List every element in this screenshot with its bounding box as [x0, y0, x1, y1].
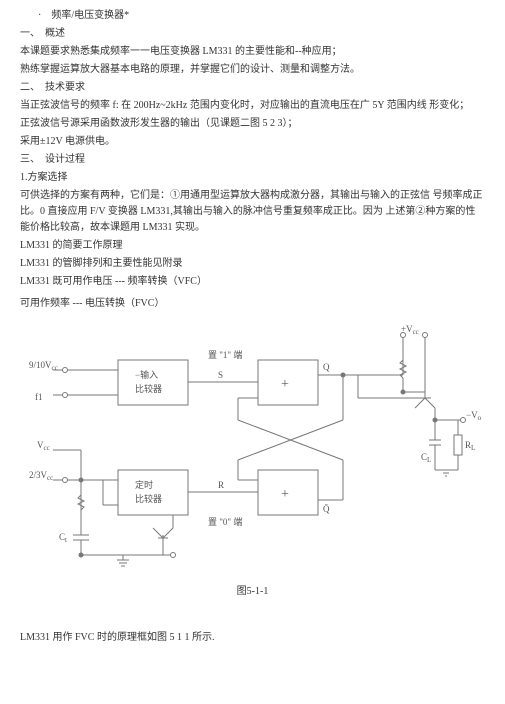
para-9: LM331 既可用作电压 --- 频率转换（VFC）	[20, 274, 485, 290]
heading-1: 一、 概述	[20, 26, 485, 42]
para-5: 采用±12V 电源供电。	[20, 134, 485, 150]
para-1: 本课题要求熟悉集成频率一一电压变换器 LM331 的主要性能和--种应用；	[20, 44, 485, 60]
heading-2: 二、 技术要求	[20, 80, 485, 96]
label-cl: CL	[421, 452, 431, 464]
box3-line2: 比较器	[135, 493, 162, 504]
heading-3: 三、 设计过程	[20, 152, 485, 168]
figure-caption: 图5-1-1	[20, 584, 485, 600]
para-6: 可供选择的方案有两种，它们是：①用通用型运算放大器构成激分器，其输出与输入的正弦…	[20, 188, 485, 236]
label-qbar: Q̄	[323, 504, 330, 514]
label-q: Q	[323, 362, 330, 372]
para-7: LM331 的简要工作原理	[20, 238, 485, 254]
label-23vcc: 2/3Vcc	[29, 470, 53, 482]
box2-plus: +	[281, 377, 289, 392]
para-3: 当正弦波信号的频率 f: 在 200Hz~2kHz 范围内变化时，对应输出的直流…	[20, 98, 485, 114]
label-vcc910: 9/10Vcc	[29, 360, 58, 372]
label-set1: 置 "1" 端	[208, 349, 242, 360]
doc-title: · 频率/电压变换器*	[38, 8, 485, 24]
circuit-diagram: 9/10Vcc f1 Vcc 2/3Vcc Ct −输入 比较器 定时 比较器 …	[20, 320, 485, 600]
para-8: LM331 的管脚排列和主要性能见附录	[20, 256, 485, 272]
para-4: 正弦波信号源采用函数波形发生器的输出（见课题二图 5 2 3）；	[20, 116, 485, 132]
label-rl: RL	[465, 440, 475, 452]
para-after: LM331 用作 FVC 时的原理框如图 5 1 1 所示.	[20, 630, 485, 646]
box4-plus: +	[281, 487, 289, 502]
label-ct: Ct	[59, 532, 67, 544]
box3-line1: 定时	[135, 479, 153, 490]
para-10: 可用作频率 --- 电压转换（FVC）	[20, 296, 485, 312]
label-vcc-mid: Vcc	[37, 440, 50, 452]
label-set0: 置 "0" 端	[208, 516, 242, 527]
label-vo: −Vo	[466, 410, 482, 422]
box1-line2: 比较器	[135, 383, 162, 394]
box1-line1: −输入	[135, 369, 158, 380]
para-2: 熟练掌握运算放大器基本电路的原理，并掌握它们的设计、测量和调整方法。	[20, 62, 485, 78]
label-r: R	[218, 480, 224, 490]
subhead-1: 1.方案选择	[20, 170, 485, 186]
label-s: S	[218, 370, 223, 380]
label-f1: f1	[35, 392, 43, 402]
